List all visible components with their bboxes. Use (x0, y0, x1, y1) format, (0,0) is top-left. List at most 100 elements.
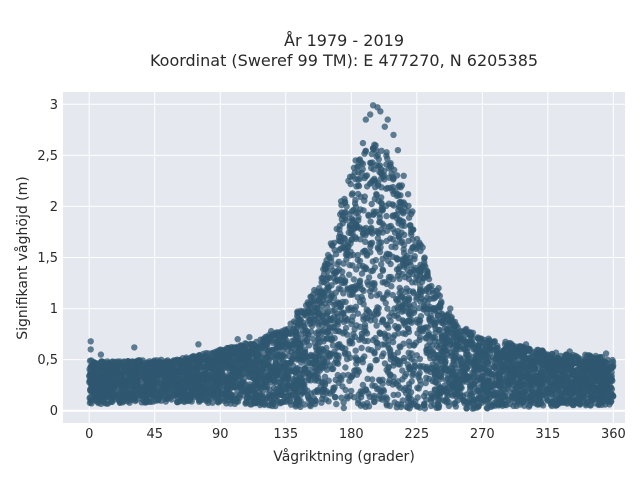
scatter-point (401, 201, 408, 208)
scatter-point (166, 389, 173, 396)
scatter-point (410, 341, 417, 349)
scatter-point (407, 389, 415, 396)
scatter-point (352, 303, 360, 310)
scatter-point (311, 389, 318, 396)
scatter-point (264, 336, 271, 343)
scatter-point (297, 316, 304, 324)
scatter-point (363, 310, 370, 317)
scatter-point (390, 176, 397, 183)
scatter-point (536, 394, 544, 401)
scatter-point (405, 237, 412, 245)
scatter-point (379, 267, 387, 274)
scatter-point (136, 372, 143, 379)
scatter-point (434, 291, 442, 298)
scatter-point (322, 319, 329, 326)
scatter-point (355, 162, 362, 170)
scatter-point (379, 316, 386, 323)
scatter-point (479, 376, 486, 383)
scatter-point (360, 401, 367, 408)
scatter-point (326, 299, 333, 306)
scatter-point (429, 348, 437, 355)
scatter-point (347, 392, 354, 400)
scatter-point (504, 348, 511, 356)
scatter-point (318, 330, 325, 337)
scatter-point (263, 378, 271, 385)
scatter-point (98, 370, 106, 377)
scatter-point (598, 372, 605, 379)
scatter-point (496, 366, 503, 373)
scatter-point (193, 364, 200, 371)
scatter-point (352, 347, 359, 354)
scatter-point (403, 285, 410, 292)
scatter-point (230, 362, 237, 370)
scatter-point (453, 340, 460, 347)
scatter-point (405, 349, 412, 356)
scatter-point (379, 396, 386, 403)
scatter-point (396, 289, 403, 297)
scatter-point (413, 274, 420, 281)
scatter-point (483, 386, 490, 394)
scatter-point (389, 212, 397, 219)
scatter-point (401, 373, 408, 380)
scatter-point (235, 382, 243, 389)
scatter-point (582, 351, 589, 358)
scatter-point (373, 191, 380, 198)
scatter-point (318, 399, 325, 406)
scatter-point (587, 402, 594, 409)
scatter-point (389, 225, 396, 233)
scatter-point (320, 348, 327, 355)
scatter-point (354, 256, 361, 264)
scatter-point (433, 363, 440, 370)
scatter-point (475, 353, 483, 360)
scatter-point (252, 361, 260, 369)
scatter-point (427, 355, 434, 362)
scatter-point (269, 346, 276, 354)
scatter-point (420, 393, 428, 400)
scatter-point (413, 293, 420, 301)
scatter-point (450, 357, 457, 364)
scatter-point (440, 397, 447, 404)
scatter-point (222, 349, 229, 356)
scatter-point (499, 402, 506, 409)
scatter-point (380, 350, 387, 357)
scatter-point (341, 209, 348, 216)
scatter-point (456, 356, 464, 363)
scatter-point (349, 340, 356, 347)
scatter-point (396, 234, 403, 242)
scatter-point (357, 236, 364, 243)
scatter-point (352, 175, 359, 183)
scatter-point (424, 270, 431, 277)
scatter-point (333, 276, 341, 283)
scatter-point (364, 375, 371, 382)
scatter-point (327, 317, 334, 324)
scatter-point (340, 234, 348, 242)
scatter-point (398, 182, 406, 189)
scatter-point (339, 383, 346, 390)
scatter-point (603, 360, 611, 367)
scatter-point (501, 341, 509, 348)
scatter-point (365, 274, 373, 281)
scatter-point (478, 361, 485, 368)
scatter-point (350, 251, 357, 259)
scatter-point (382, 335, 389, 342)
scatter-point (459, 365, 467, 372)
scatter-point (96, 360, 103, 367)
scatter-point (400, 330, 407, 337)
scatter-point (387, 163, 395, 171)
scatter-point (358, 335, 365, 342)
scatter-point (188, 393, 195, 401)
scatter-point (529, 348, 537, 356)
scatter-point (501, 362, 508, 370)
scatter-point (316, 364, 323, 371)
scatter-point (370, 394, 377, 401)
scatter-point (453, 386, 461, 393)
scatter-point (278, 399, 285, 406)
scatter-point (368, 164, 375, 172)
scatter-point (461, 370, 469, 378)
scatter-point (345, 305, 352, 312)
scatter-point (271, 354, 278, 362)
scatter-point (349, 190, 356, 197)
scatter-point (489, 338, 496, 346)
scatter-point (153, 360, 160, 367)
